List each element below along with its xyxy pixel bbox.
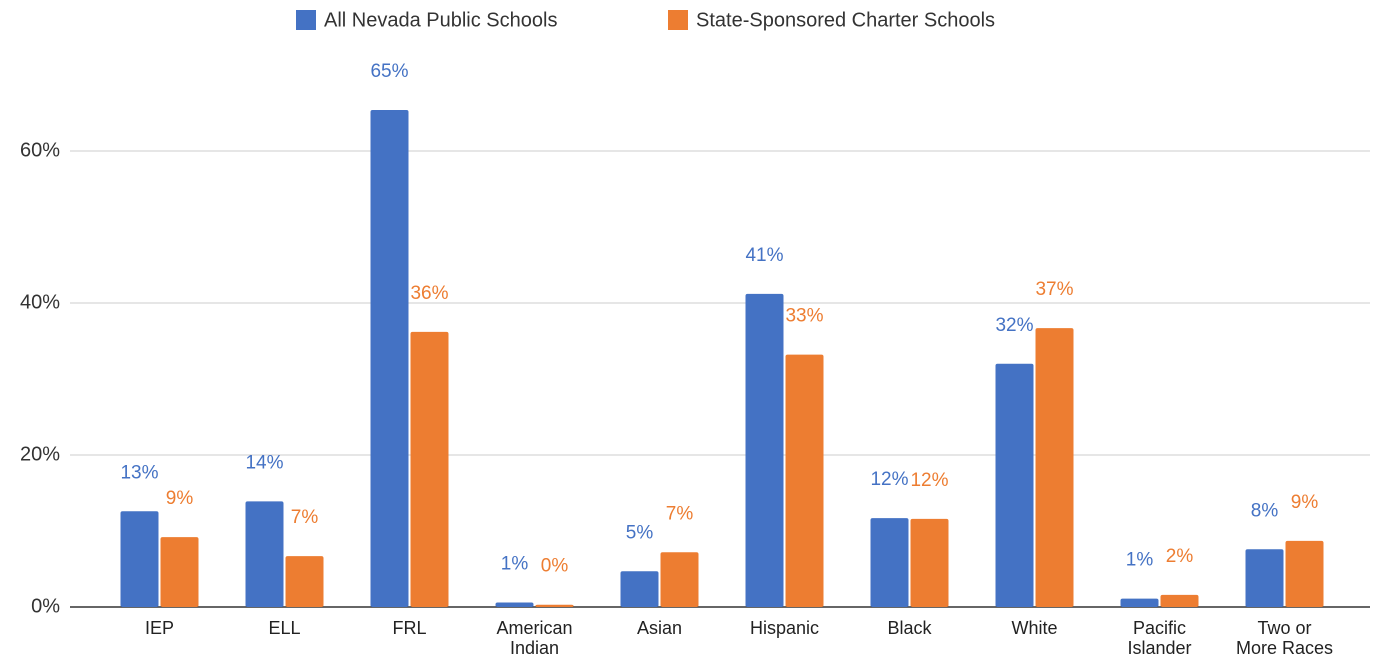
- x-tick-label: Two or More Races: [1235, 618, 1334, 658]
- legend-label: State-Sponsored Charter Schools: [696, 9, 995, 31]
- bar: [160, 537, 199, 607]
- data-label: 9%: [1291, 492, 1319, 513]
- data-label: 41%: [745, 245, 783, 266]
- bar: [1120, 598, 1159, 607]
- data-label: 1%: [1126, 550, 1154, 571]
- y-tick-label: 0%: [31, 595, 60, 617]
- x-tick-label: Asian: [636, 618, 683, 638]
- x-tick-label: Black: [887, 618, 932, 638]
- x-tick-label: Hispanic: [749, 618, 820, 638]
- data-label: 65%: [370, 61, 408, 82]
- bar: [120, 511, 159, 607]
- bar: [785, 354, 824, 607]
- y-tick-label: 40%: [20, 291, 60, 313]
- data-label: 7%: [666, 503, 694, 524]
- x-tick-label: White: [1011, 618, 1058, 638]
- data-label: 8%: [1251, 500, 1279, 521]
- data-label: 14%: [245, 452, 283, 473]
- legend-label: All Nevada Public Schools: [324, 9, 557, 31]
- bar: [910, 518, 949, 607]
- y-tick-label: 20%: [20, 443, 60, 465]
- bar: [495, 602, 534, 607]
- y-tick-label: 60%: [20, 139, 60, 161]
- data-label: 33%: [785, 306, 823, 327]
- bar: [1160, 594, 1199, 607]
- bar: [745, 293, 784, 607]
- legend-swatch: [668, 10, 688, 30]
- data-label: 13%: [120, 462, 158, 483]
- bar: [245, 501, 284, 607]
- bar: [620, 571, 659, 607]
- bar: [370, 109, 409, 608]
- data-label: 5%: [626, 522, 654, 543]
- data-label: 37%: [1035, 279, 1073, 300]
- bar: [285, 556, 324, 607]
- bar: [660, 552, 699, 607]
- x-tick-label: Pacific Islander: [1127, 618, 1192, 658]
- data-label: 7%: [291, 507, 319, 528]
- x-tick-label: FRL: [392, 618, 427, 638]
- bar: [1245, 549, 1284, 607]
- bar: [410, 331, 449, 607]
- x-tick-label: American Indian: [496, 618, 573, 658]
- x-tick-label: IEP: [144, 618, 174, 638]
- data-label: 9%: [166, 488, 194, 509]
- bar: [1035, 328, 1074, 607]
- x-tick-label: ELL: [268, 618, 301, 638]
- data-label: 0%: [541, 556, 569, 577]
- legend-swatch: [296, 10, 316, 30]
- data-label: 12%: [910, 470, 948, 491]
- data-label: 2%: [1166, 546, 1194, 567]
- bar: [535, 604, 574, 607]
- bar: [870, 518, 909, 607]
- bar: [1285, 540, 1324, 607]
- data-label: 32%: [995, 315, 1033, 336]
- data-label: 36%: [410, 283, 448, 304]
- data-label: 12%: [870, 469, 908, 490]
- bar: [995, 363, 1034, 607]
- data-label: 1%: [501, 553, 529, 574]
